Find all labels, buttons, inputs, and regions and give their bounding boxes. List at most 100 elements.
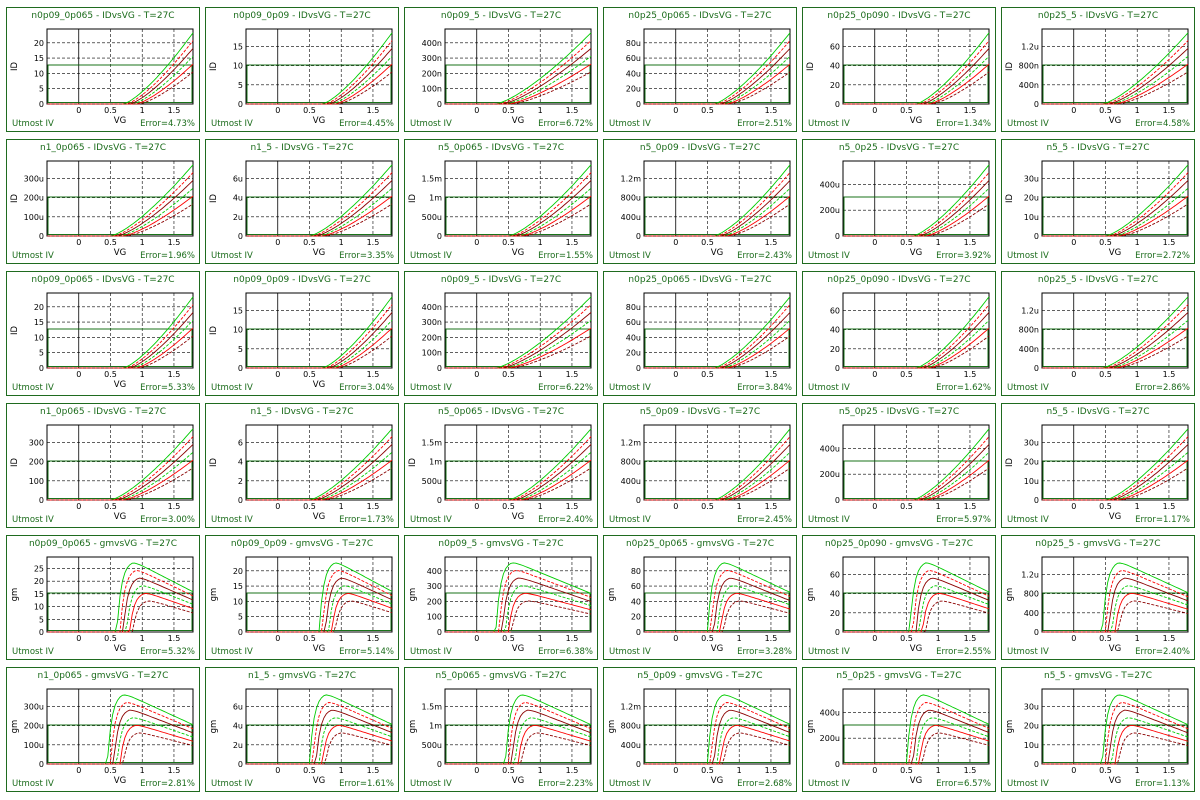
y-tick-label: 5 (238, 613, 243, 622)
plot-frame (245, 424, 393, 501)
x-tick-label: 0 (1071, 766, 1076, 775)
chart-panel: n0p09_5 - gmvsVG - T=27C 0 0.5 1 1.5 0 100 200 3… (404, 535, 598, 660)
chart-plot: 0 0.5 1 1.5 0 200u 400u VG gm (806, 688, 990, 786)
y-tick-label: 200u (820, 470, 840, 479)
chart-title: n0p25_0p090 - IDvsVG - T=27C (827, 11, 971, 21)
x-tick-label: 0 (275, 766, 280, 775)
target-region-box (445, 196, 591, 235)
x-tick-label: 0 (76, 766, 81, 775)
error-value: Error=1.13% (1135, 779, 1190, 789)
error-value: Error=5.32% (140, 647, 195, 657)
y-axis-label: gm (408, 720, 418, 734)
x-tick-label: 0 (1071, 370, 1076, 379)
chart-title: n5_5 - IDvsVG - T=27C (1046, 143, 1150, 153)
chart-plot: 0 0.5 1 1.5 0 200u 400u (820, 424, 990, 511)
y-tick-label: 0 (1034, 628, 1039, 637)
y-tick-label: 80 (631, 567, 641, 576)
plot-frame (46, 424, 194, 501)
x-tick-label: 0 (76, 502, 81, 511)
chart-title: n1_0p065 - IDvsVG - T=27C (40, 143, 166, 153)
iv-curve (843, 203, 990, 237)
y-tick-label: 20 (34, 303, 44, 312)
target-region-box (445, 592, 591, 631)
x-axis-label: VG (114, 380, 126, 390)
error-value: Error=2.40% (1135, 647, 1190, 657)
x-tick-label: 1 (737, 370, 742, 379)
y-tick-label: 1m (429, 722, 442, 731)
x-tick-label: 0.5 (701, 766, 714, 775)
error-value: Error=3.00% (140, 515, 195, 525)
y-tick-label: 400u (621, 477, 641, 486)
model-name: Utmost IV (211, 779, 253, 789)
y-tick-label: 0 (437, 100, 442, 109)
x-tick-label: 0.5 (701, 502, 714, 511)
y-tick-label: 10 (233, 62, 243, 71)
chart-title: n0p09_0p065 - IDvsVG - T=27C (31, 275, 175, 285)
chart-title: n5_0p09 - IDvsVG - T=27C (639, 407, 761, 417)
y-tick-label: 200 (427, 597, 442, 606)
y-tick-label: 800u (621, 722, 641, 731)
x-tick-label: 0.5 (1099, 502, 1112, 511)
chart-plot: 0 0.5 1 1.5 0 5 10 15 20 25 VG gm (10, 556, 194, 654)
x-axis-label: VG (1109, 116, 1121, 126)
x-tick-label: 1.5 (566, 106, 579, 115)
y-tick-label: 2 (238, 477, 243, 486)
chart-panel: n0p25_0p065 - gmvsVG - T=27C 0 0.5 1 1.5 0 20 4… (603, 535, 797, 660)
x-tick-label: 1 (1135, 634, 1140, 643)
x-tick-label: 0.5 (502, 766, 515, 775)
y-tick-label: 40u (626, 69, 641, 78)
y-tick-label: 500u (422, 477, 442, 486)
iv-curve (1042, 71, 1189, 105)
chart-panel: n0p09_0p09 - gmvsVG - T=27C 0 0.5 1 1.5 0 5 10 1… (205, 535, 399, 660)
model-name: Utmost IV (808, 515, 850, 525)
y-tick-label: 400 (1024, 609, 1039, 618)
iv-curve (644, 71, 791, 105)
x-tick-label: 0.5 (502, 238, 515, 247)
plot-frame (46, 688, 194, 765)
iv-curve (47, 467, 194, 501)
y-axis-label: gm (1005, 588, 1015, 602)
model-name: Utmost IV (808, 647, 850, 657)
x-tick-label: 0 (76, 238, 81, 247)
y-tick-label: 500u (422, 213, 442, 222)
chart-plot: 0 0.5 1 1.5 0 400n 800n 1.2u VG ID (1005, 28, 1189, 126)
y-tick-label: 0 (238, 496, 243, 505)
y-tick-label: 60 (631, 582, 641, 591)
y-tick-label: 15 (233, 42, 243, 51)
chart-plot: 0 0.5 1 1.5 0 200u 400u VG (820, 160, 990, 258)
chart-title: n0p25_0p065 - IDvsVG - T=27C (628, 275, 772, 285)
x-axis-label: VG (910, 116, 922, 126)
y-tick-label: 0 (437, 628, 442, 637)
iv-curve (445, 335, 592, 369)
chart-title: n0p09_0p09 - IDvsVG - T=27C (233, 11, 371, 21)
y-tick-label: 100 (29, 477, 44, 486)
error-value: Error=2.43% (737, 251, 792, 261)
model-name: Utmost IV (1007, 251, 1049, 261)
y-tick-label: 800u (621, 458, 641, 467)
error-value: Error=6.22% (538, 383, 593, 393)
y-tick-label: 500u (422, 741, 442, 750)
y-tick-label: 800n (1019, 326, 1039, 335)
y-tick-label: 40 (830, 590, 840, 599)
model-name: Utmost IV (609, 251, 651, 261)
x-tick-label: 1.5 (765, 634, 778, 643)
chart-panel: n0p09_5 - IDvsVG - T=27C 0 0.5 1 1.5 0 100n 200… (404, 7, 598, 132)
x-axis-label: VG (1109, 248, 1121, 258)
x-axis-label: VG (711, 248, 723, 258)
x-axis-label: VG (910, 776, 922, 786)
error-value: Error=3.28% (737, 647, 792, 657)
model-name: Utmost IV (1007, 647, 1049, 657)
x-tick-label: 1 (936, 238, 941, 247)
y-tick-label: 20u (626, 85, 641, 94)
model-name: Utmost IV (12, 779, 54, 789)
y-tick-label: 800u (621, 194, 641, 203)
y-axis-label: ID (209, 326, 219, 336)
error-value: Error=3.04% (339, 383, 394, 393)
y-tick-label: 5 (238, 81, 243, 90)
chart-plot: 0 0.5 1 1.5 0 5 10 15 20 VG ID (10, 28, 194, 126)
x-axis-label: VG (1109, 512, 1121, 522)
chart-panel: n5_5 - IDvsVG - T=27C 0 0.5 1 1.5 0 10u 20u 30u V… (1001, 139, 1195, 264)
chart-panel: n1_0p065 - gmvsVG - T=27C 0 0.5 1 1.5 0 100u 20… (6, 667, 200, 792)
iv-curve (644, 203, 791, 237)
error-value: Error=6.72% (538, 119, 593, 129)
